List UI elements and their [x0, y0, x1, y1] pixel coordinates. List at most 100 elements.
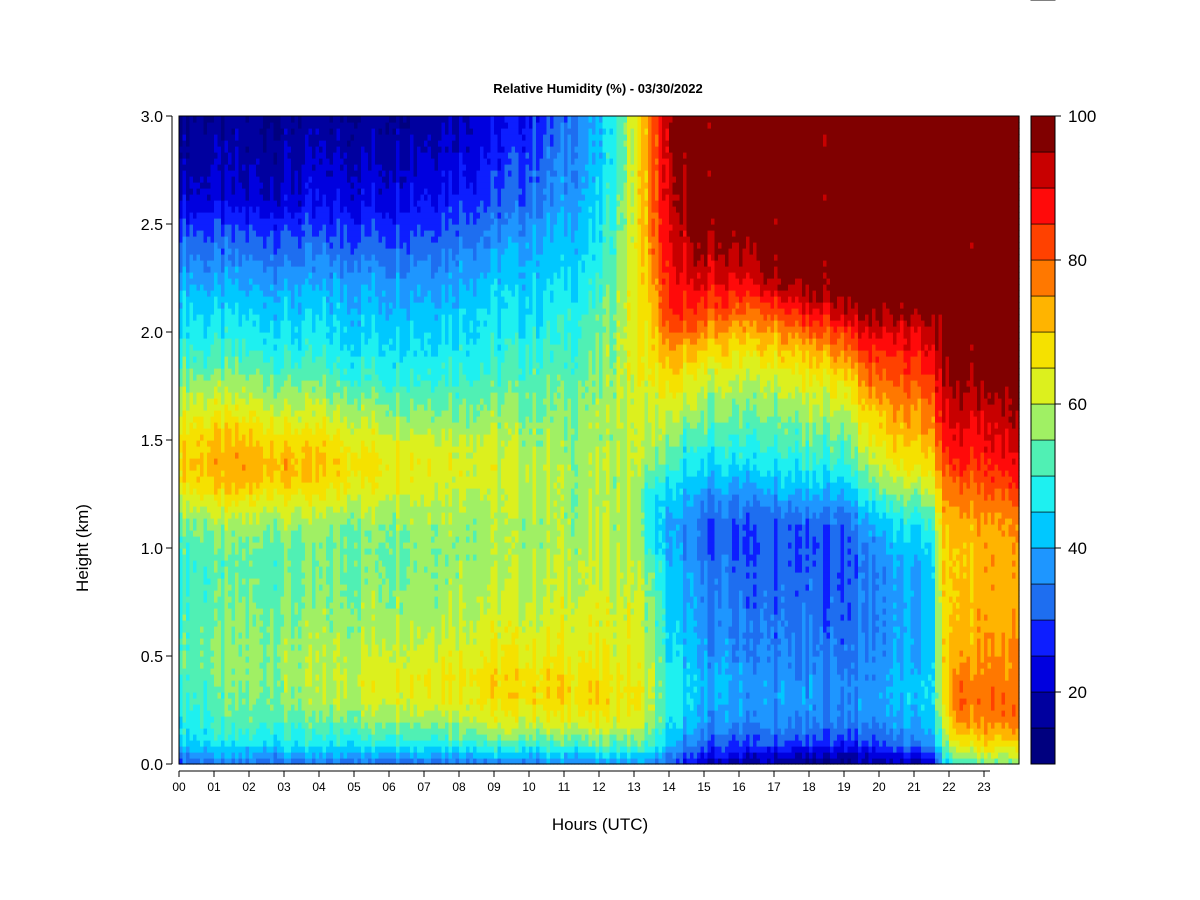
heatmap-cell [232, 548, 236, 555]
heatmap-cell [225, 734, 229, 741]
heatmap-cell [204, 680, 208, 687]
heatmap-cell [291, 392, 295, 399]
heatmap-cell [249, 230, 253, 237]
heatmap-cell [263, 236, 267, 243]
heatmap-cell [197, 470, 201, 477]
heatmap-cell [305, 710, 309, 717]
heatmap-cell [225, 374, 229, 381]
heatmap-cell [274, 620, 278, 627]
heatmap-cell [274, 158, 278, 165]
heatmap-cell [305, 176, 309, 183]
heatmap-cell [214, 182, 218, 189]
heatmap-cell [249, 326, 253, 333]
heatmap-cell [309, 692, 313, 699]
heatmap-cell [197, 386, 201, 393]
heatmap-cell [263, 308, 267, 315]
heatmap-cell [218, 212, 222, 219]
heatmap-cell [291, 188, 295, 195]
heatmap-cell [225, 206, 229, 213]
heatmap-cell [263, 524, 267, 531]
heatmap-cell [291, 458, 295, 465]
heatmap-cell [193, 260, 197, 267]
heatmap-cell [183, 128, 187, 135]
heatmap-cell [204, 734, 208, 741]
heatmap-cell [298, 338, 302, 345]
heatmap-cell [291, 446, 295, 453]
heatmap-cell [312, 248, 316, 255]
heatmap-cell [281, 224, 285, 231]
heatmap-cell [221, 242, 225, 249]
heatmap-cell [242, 602, 246, 609]
heatmap-cell [218, 428, 222, 435]
heatmap-cell [291, 716, 295, 723]
heatmap-cell [281, 374, 285, 381]
heatmap-cell [309, 548, 313, 555]
heatmap-cell [312, 344, 316, 351]
heatmap-cell [298, 746, 302, 753]
heatmap-cell [316, 584, 320, 591]
heatmap-cell [228, 464, 232, 471]
heatmap-cell [295, 572, 299, 579]
heatmap-cell [270, 542, 274, 549]
heatmap-cell [267, 728, 271, 735]
heatmap-cell [263, 290, 267, 297]
heatmap-cell [253, 614, 257, 621]
heatmap-cell [253, 692, 257, 699]
heatmap-cell [214, 608, 218, 615]
heatmap-cell [218, 476, 222, 483]
heatmap-cell [235, 626, 239, 633]
heatmap-cell [288, 698, 292, 705]
heatmap-cell [298, 614, 302, 621]
heatmap-cell [221, 536, 225, 543]
heatmap-cell [281, 128, 285, 135]
heatmap-cell [183, 596, 187, 603]
heatmap-cell [288, 578, 292, 585]
heatmap-cell [274, 266, 278, 273]
heatmap-cell [309, 200, 313, 207]
heatmap-cell [256, 656, 260, 663]
heatmap-cell [197, 356, 201, 363]
heatmap-cell [309, 716, 313, 723]
heatmap-cell [186, 284, 190, 291]
heatmap-cell [277, 152, 281, 159]
heatmap-cell [228, 524, 232, 531]
heatmap-cell [302, 374, 306, 381]
heatmap-cell [239, 146, 243, 153]
heatmap-cell [232, 428, 236, 435]
heatmap-cell [274, 254, 278, 261]
heatmap-cell [193, 338, 197, 345]
heatmap-cell [200, 146, 204, 153]
heatmap-cell [316, 128, 320, 135]
heatmap-cell [249, 518, 253, 525]
heatmap-cell [190, 650, 194, 657]
heatmap-cell [218, 494, 222, 501]
heatmap-cell [288, 128, 292, 135]
heatmap-cell [302, 608, 306, 615]
heatmap-cell [211, 656, 215, 663]
heatmap-cell [281, 122, 285, 129]
heatmap-cell [305, 158, 309, 165]
heatmap-cell [316, 434, 320, 441]
heatmap-cell [309, 524, 313, 531]
heatmap-cell [228, 380, 232, 387]
heatmap-cell [225, 458, 229, 465]
heatmap-cell [284, 578, 288, 585]
heatmap-cell [291, 278, 295, 285]
heatmap-cell [179, 446, 183, 453]
heatmap-cell [200, 392, 204, 399]
heatmap-cell [204, 176, 208, 183]
heatmap-cell [274, 560, 278, 567]
heatmap-cell [235, 656, 239, 663]
heatmap-cell [183, 674, 187, 681]
heatmap-cell [277, 326, 281, 333]
heatmap-cell [179, 548, 183, 555]
heatmap-cell [270, 596, 274, 603]
heatmap-cell [186, 356, 190, 363]
heatmap-cell [249, 422, 253, 429]
heatmap-cell [302, 428, 306, 435]
heatmap-cell [260, 452, 264, 459]
heatmap-cell [302, 368, 306, 375]
heatmap-cell [312, 734, 316, 741]
heatmap-cell [260, 200, 264, 207]
heatmap-cell [211, 668, 215, 675]
